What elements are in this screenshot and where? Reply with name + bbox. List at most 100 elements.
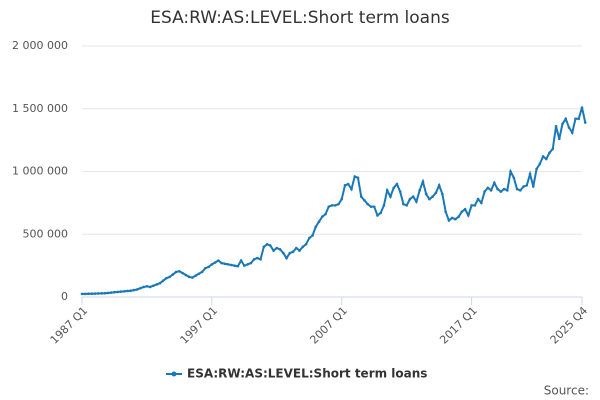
- data-point: [580, 106, 584, 109]
- data-point: [369, 205, 373, 208]
- data-point: [392, 186, 395, 190]
- data-point: [340, 197, 344, 201]
- data-point: [431, 195, 434, 198]
- data-point: [223, 262, 227, 266]
- data-point: [454, 217, 457, 221]
- data-point: [311, 234, 314, 237]
- data-point: [278, 248, 282, 251]
- data-point: [428, 197, 431, 201]
- data-point: [554, 125, 558, 128]
- data-point: [415, 200, 418, 203]
- data-point: [129, 289, 133, 293]
- data-point: [564, 117, 568, 121]
- data-point: [220, 261, 223, 265]
- data-point: [314, 225, 318, 229]
- data-point: [366, 202, 370, 206]
- data-point: [320, 215, 324, 218]
- data-point: [217, 259, 220, 262]
- data-point: [574, 117, 577, 121]
- y-tick-label: 500 000: [23, 227, 69, 240]
- data-point: [236, 264, 240, 268]
- data-point: [434, 191, 438, 195]
- data-point: [262, 245, 266, 249]
- data-point: [90, 292, 94, 296]
- data-point: [353, 175, 357, 178]
- data-point: [463, 207, 467, 211]
- data-point: [100, 292, 103, 295]
- x-tick-label: 2025 Q4: [548, 304, 591, 347]
- data-point: [281, 251, 285, 255]
- data-point: [499, 190, 503, 193]
- data-point: [551, 147, 555, 151]
- data-point: [158, 281, 162, 285]
- data-point: [515, 187, 519, 191]
- data-point: [265, 242, 269, 246]
- data-point: [96, 292, 100, 295]
- data-point: [80, 292, 84, 296]
- data-point: [307, 236, 311, 240]
- data-point: [194, 274, 197, 277]
- legend-marker: [171, 371, 177, 377]
- data-point: [171, 273, 175, 276]
- y-tick-label: 1 500 000: [12, 102, 68, 115]
- data-point: [294, 246, 298, 250]
- data-point: [317, 220, 321, 223]
- data-point: [395, 182, 399, 186]
- data-point: [204, 266, 207, 270]
- data-point: [226, 263, 230, 266]
- source: Source:: [544, 384, 589, 398]
- data-point: [269, 244, 272, 247]
- data-point: [103, 291, 107, 295]
- data-point: [330, 204, 334, 207]
- data-point: [389, 195, 392, 198]
- data-point: [213, 261, 217, 264]
- data-point: [184, 273, 188, 277]
- data-point: [122, 290, 126, 293]
- data-point: [557, 137, 561, 141]
- data-point: [298, 249, 301, 252]
- data-point: [561, 122, 564, 126]
- data-point: [525, 184, 529, 187]
- data-point: [252, 258, 256, 261]
- data-point: [148, 285, 152, 289]
- data-point: [493, 181, 496, 185]
- data-point: [402, 202, 405, 206]
- data-point: [480, 201, 483, 205]
- data-point: [288, 251, 292, 255]
- data-point: [142, 285, 145, 289]
- data-point: [246, 263, 249, 266]
- data-point: [233, 264, 236, 267]
- data-point: [324, 212, 327, 216]
- data-point: [83, 292, 87, 296]
- data-point: [496, 187, 499, 191]
- data-point: [109, 291, 113, 294]
- data-point: [259, 258, 262, 261]
- data-point: [200, 270, 204, 274]
- data-point: [359, 195, 363, 198]
- data-point: [346, 182, 350, 186]
- data-point: [441, 192, 444, 196]
- data-point: [285, 256, 288, 260]
- chart-title: ESA:RW:AS:LEVEL:Short term loans: [150, 8, 450, 28]
- data-point: [457, 215, 460, 218]
- data-point: [132, 288, 136, 292]
- data-point: [476, 197, 480, 201]
- data-point: [506, 189, 509, 192]
- data-point: [168, 275, 171, 279]
- data-point: [502, 187, 506, 191]
- data-point: [249, 261, 253, 265]
- data-point: [243, 264, 246, 267]
- data-point: [145, 285, 149, 288]
- data-point: [119, 290, 123, 293]
- data-point: [583, 121, 587, 124]
- data-point: [191, 276, 194, 279]
- data-point: [405, 204, 408, 207]
- legend-label: ESA:RW:AS:LEVEL:Short term loans: [187, 367, 427, 381]
- data-point: [333, 204, 337, 207]
- data-point: [363, 199, 366, 202]
- data-point: [187, 275, 191, 279]
- data-point: [450, 216, 454, 220]
- y-tick-label: 2 000 000: [12, 39, 68, 52]
- data-point: [372, 205, 376, 208]
- data-point: [567, 126, 571, 129]
